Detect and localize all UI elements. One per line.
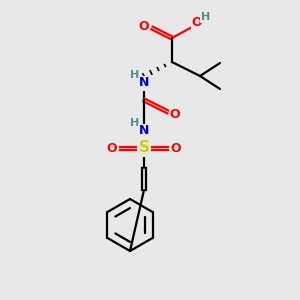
Text: O: O <box>171 142 181 154</box>
Text: S: S <box>139 140 149 155</box>
Text: N: N <box>139 124 149 137</box>
Text: H: H <box>130 70 140 80</box>
Text: O: O <box>107 142 117 154</box>
Text: H: H <box>201 12 211 22</box>
Text: O: O <box>170 107 180 121</box>
Text: O: O <box>192 16 202 28</box>
Text: N: N <box>139 76 149 89</box>
Text: H: H <box>130 118 140 128</box>
Text: O: O <box>139 20 149 34</box>
